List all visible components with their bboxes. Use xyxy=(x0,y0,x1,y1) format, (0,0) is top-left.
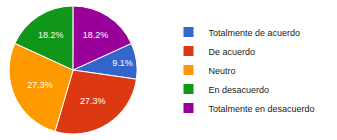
svg-text:Neutro: Neutro xyxy=(209,66,236,76)
svg-text:18.2%: 18.2% xyxy=(38,30,64,40)
svg-text:Totalmente de acuerdo: Totalmente de acuerdo xyxy=(209,28,301,38)
svg-text:18.2%: 18.2% xyxy=(83,30,109,40)
svg-text:De acuerdo: De acuerdo xyxy=(209,47,256,57)
svg-text:27.3%: 27.3% xyxy=(27,80,53,90)
svg-text:27.3%: 27.3% xyxy=(80,96,106,106)
svg-text:Totalmente en desacuerdo: Totalmente en desacuerdo xyxy=(209,104,315,114)
svg-text:9.1%: 9.1% xyxy=(112,58,133,68)
svg-text:En desacuerdo: En desacuerdo xyxy=(209,85,270,95)
